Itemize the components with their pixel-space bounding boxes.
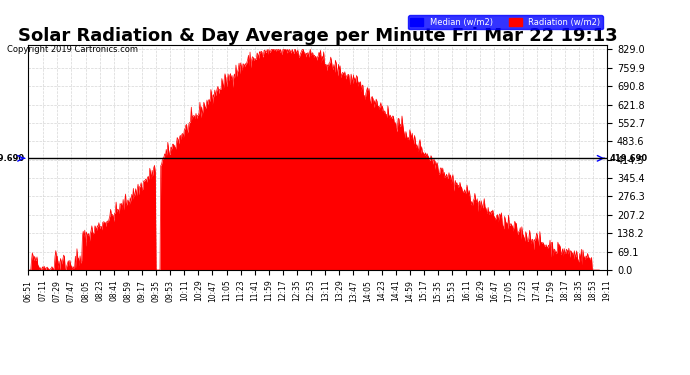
Text: 419.690: 419.690 bbox=[610, 154, 648, 163]
Text: 419.690: 419.690 bbox=[0, 154, 25, 163]
Legend: Median (w/m2), Radiation (w/m2): Median (w/m2), Radiation (w/m2) bbox=[408, 15, 603, 29]
Text: Copyright 2019 Cartronics.com: Copyright 2019 Cartronics.com bbox=[7, 45, 138, 54]
Title: Solar Radiation & Day Average per Minute Fri Mar 22 19:13: Solar Radiation & Day Average per Minute… bbox=[17, 27, 618, 45]
